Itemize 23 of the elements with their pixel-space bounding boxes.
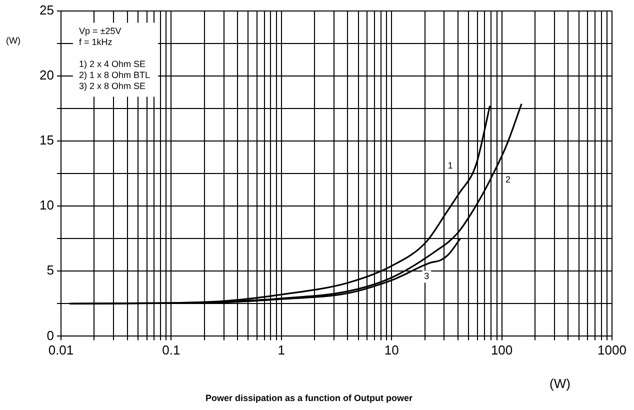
x-tick-label: 1000 bbox=[598, 342, 626, 358]
x-axis-title: (W) bbox=[550, 376, 570, 391]
annotation: Vp = ±25V bbox=[79, 26, 122, 36]
annotation: 1) 2 x 4 Ohm SE bbox=[79, 58, 146, 69]
y-tick-label: 25 bbox=[40, 2, 54, 18]
y-tick-label: 0 bbox=[46, 328, 54, 343]
x-tick-label: 100 bbox=[490, 342, 513, 358]
annotation: f = 1kHz bbox=[79, 36, 113, 47]
y-tick-label: 15 bbox=[40, 132, 54, 148]
y-axis-title: (W) bbox=[6, 35, 20, 46]
y-tick-label: 5 bbox=[46, 262, 54, 278]
series-label: 2 bbox=[506, 174, 511, 185]
text: Power dissipation as a function of Output power bbox=[205, 393, 413, 404]
annotation: 2) 1 x 8 Ohm BTL bbox=[79, 70, 150, 80]
x-tick-label: 0.01 bbox=[48, 342, 74, 358]
x-tick-label: 10 bbox=[384, 342, 399, 358]
series-label: 3 bbox=[424, 271, 430, 282]
text: 1 bbox=[448, 160, 453, 171]
y-tick-label: 10 bbox=[40, 198, 54, 213]
y-tick-label: 20 bbox=[40, 67, 54, 82]
x-tick-label: 0.1 bbox=[162, 342, 180, 358]
x-tick-label: 1 bbox=[278, 342, 286, 358]
annotation: 3) 2 x 8 Ohm SE bbox=[79, 80, 146, 91]
